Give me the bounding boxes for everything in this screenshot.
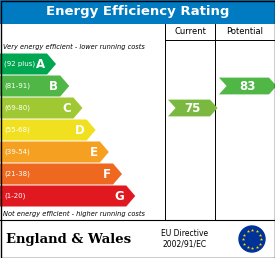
Bar	[0, 220, 275, 258]
Text: (55-68): (55-68)	[4, 127, 30, 133]
Polygon shape	[0, 141, 109, 163]
Polygon shape	[219, 78, 275, 94]
Text: Very energy efficient - lower running costs: Very energy efficient - lower running co…	[3, 43, 145, 50]
Text: Energy Efficiency Rating: Energy Efficiency Rating	[46, 5, 229, 19]
Circle shape	[239, 226, 265, 252]
Text: (39-54): (39-54)	[4, 149, 30, 155]
Text: EU Directive
2002/91/EC: EU Directive 2002/91/EC	[161, 229, 208, 249]
Text: A: A	[36, 58, 45, 70]
Text: (69-80): (69-80)	[4, 105, 30, 111]
Polygon shape	[0, 164, 122, 184]
Polygon shape	[0, 98, 82, 118]
Polygon shape	[0, 119, 96, 141]
Polygon shape	[168, 100, 218, 116]
Text: G: G	[114, 189, 124, 203]
Text: E: E	[90, 146, 98, 158]
Polygon shape	[0, 76, 69, 96]
Text: (92 plus): (92 plus)	[4, 61, 35, 67]
Text: (81-91): (81-91)	[4, 83, 30, 89]
Text: C: C	[63, 101, 72, 115]
Text: 75: 75	[185, 101, 201, 115]
Text: 83: 83	[240, 79, 256, 93]
Text: England & Wales: England & Wales	[6, 232, 131, 246]
Polygon shape	[0, 186, 135, 206]
Text: Current: Current	[174, 28, 206, 36]
Text: (1-20): (1-20)	[4, 193, 25, 199]
Text: B: B	[49, 79, 58, 93]
Text: Not energy efficient - higher running costs: Not energy efficient - higher running co…	[3, 211, 145, 216]
Text: F: F	[103, 167, 111, 181]
Text: (21-38): (21-38)	[4, 171, 30, 177]
Text: D: D	[75, 124, 85, 136]
Text: Potential: Potential	[227, 28, 263, 36]
Polygon shape	[0, 53, 56, 75]
Bar	[0, 0, 275, 24]
